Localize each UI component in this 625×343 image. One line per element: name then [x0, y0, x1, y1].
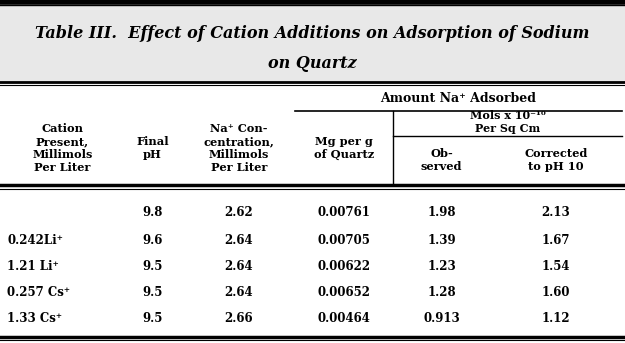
Text: 1.60: 1.60 [542, 286, 570, 299]
Text: Mols x 10⁻¹⁰
Per Sq Cm: Mols x 10⁻¹⁰ Per Sq Cm [469, 110, 546, 134]
Text: Amount Na⁺ Adsorbed: Amount Na⁺ Adsorbed [381, 93, 536, 106]
Text: 9.8: 9.8 [142, 206, 162, 220]
Text: Cation
Present,
Millimols
Per Liter: Cation Present, Millimols Per Liter [32, 123, 92, 173]
Text: 0.00622: 0.00622 [318, 260, 371, 273]
Text: 2.62: 2.62 [224, 206, 253, 220]
Text: Na⁺ Con-
centration,
Millimols
Per Liter: Na⁺ Con- centration, Millimols Per Liter [204, 123, 274, 173]
Text: 2.64: 2.64 [225, 260, 253, 273]
Text: 1.28: 1.28 [428, 286, 456, 299]
Text: 0.00705: 0.00705 [318, 234, 371, 247]
Text: 1.54: 1.54 [542, 260, 570, 273]
Text: 1.67: 1.67 [542, 234, 570, 247]
Text: 9.5: 9.5 [142, 312, 162, 326]
Text: 0.242Li⁺: 0.242Li⁺ [7, 234, 63, 247]
Text: Mg per g
of Quartz: Mg per g of Quartz [314, 136, 374, 160]
Text: 1.98: 1.98 [428, 206, 456, 220]
Text: 0.913: 0.913 [423, 312, 460, 326]
Text: 2.64: 2.64 [225, 286, 253, 299]
Text: 2.13: 2.13 [542, 206, 571, 220]
Text: Table III.  Effect of Cation Additions on Adsorption of Sodium: Table III. Effect of Cation Additions on… [35, 24, 589, 42]
Text: 1.21 Li⁺: 1.21 Li⁺ [7, 260, 59, 273]
Text: on Quartz: on Quartz [268, 56, 356, 72]
Text: 9.5: 9.5 [142, 286, 162, 299]
Bar [0, 0, 625, 83]
Text: 9.6: 9.6 [142, 234, 162, 247]
Text: 2.64: 2.64 [225, 234, 253, 247]
Text: 1.12: 1.12 [542, 312, 571, 326]
Text: 1.23: 1.23 [427, 260, 456, 273]
Text: 2.66: 2.66 [225, 312, 253, 326]
Text: 1.39: 1.39 [428, 234, 456, 247]
Text: 0.00464: 0.00464 [318, 312, 371, 326]
Text: 0.00652: 0.00652 [318, 286, 371, 299]
Text: 9.5: 9.5 [142, 260, 162, 273]
Text: Final
pH: Final pH [136, 136, 169, 160]
Text: 1.33 Cs⁺: 1.33 Cs⁺ [7, 312, 62, 326]
Text: Ob-
served: Ob- served [421, 148, 462, 172]
Text: 0.257 Cs⁺: 0.257 Cs⁺ [7, 286, 70, 299]
Text: Corrected
to pH 10: Corrected to pH 10 [524, 148, 588, 172]
Text: 0.00761: 0.00761 [318, 206, 371, 220]
Bar [0, 83, 625, 343]
